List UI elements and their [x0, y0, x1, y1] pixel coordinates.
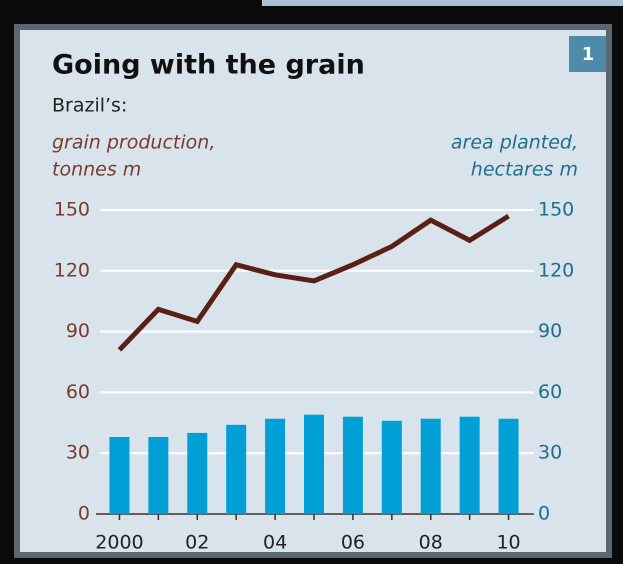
y2-tick-label: 0 [538, 503, 550, 525]
bar [148, 436, 169, 514]
y2-tick-label: 60 [538, 381, 562, 403]
x-tick-label: 2000 [95, 532, 143, 554]
y2-tick-label: 90 [538, 320, 562, 342]
top-strip [262, 0, 623, 6]
y-tick-label: 60 [66, 381, 90, 403]
bar [420, 418, 441, 514]
x-tick-label: 04 [263, 532, 287, 554]
bar [226, 424, 247, 514]
y-axis-label: tonnes m [52, 159, 141, 181]
y2-axis-label: hectares m [471, 159, 578, 181]
chart-title: Going with the grain [52, 50, 365, 81]
badge: 1 [582, 44, 595, 65]
bar [342, 416, 363, 514]
x-tick-label: 02 [185, 532, 209, 554]
badge-box [569, 36, 606, 72]
bar [498, 418, 519, 514]
x-tick-label: 06 [341, 532, 365, 554]
y-axis-label: grain production, [52, 132, 215, 154]
bar [187, 432, 208, 514]
y2-tick-label: 150 [538, 199, 574, 221]
y-tick-label: 120 [54, 259, 90, 281]
bar [304, 414, 324, 514]
y2-axis-label: area planted, [451, 132, 578, 154]
y-tick-label: 150 [54, 199, 90, 221]
y-tick-label: 90 [66, 320, 90, 342]
bar [381, 420, 402, 514]
bar [265, 418, 286, 514]
bar [459, 416, 480, 514]
x-tick-label: 08 [419, 532, 443, 554]
y2-tick-label: 120 [538, 259, 574, 281]
bar [109, 436, 130, 514]
y-tick-label: 30 [66, 442, 90, 464]
x-tick-label: 10 [496, 532, 520, 554]
y-tick-label: 0 [78, 503, 90, 525]
subtitle: Brazil’s: [52, 95, 127, 117]
line [117, 213, 510, 352]
y2-tick-label: 30 [538, 442, 562, 464]
